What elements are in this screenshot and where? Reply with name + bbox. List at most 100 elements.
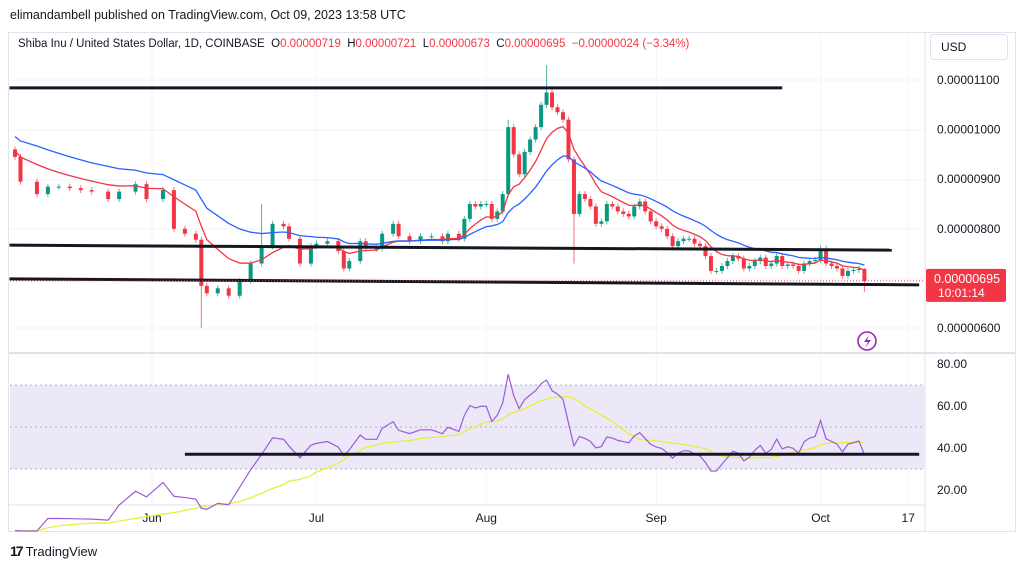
candle-body: [456, 233, 461, 239]
candle-body: [824, 248, 829, 264]
candle-body: [648, 211, 653, 222]
candle-body: [736, 256, 741, 259]
candle-body: [144, 184, 149, 200]
candle-body: [270, 223, 275, 247]
candle-body: [856, 268, 861, 270]
candle-body: [248, 263, 253, 281]
candle-body: [654, 221, 659, 227]
horizontal-trendline: [9, 243, 892, 252]
rsi-ma-line: [14, 395, 865, 532]
candle-body: [18, 156, 23, 182]
candle-body: [325, 241, 330, 244]
candles: [13, 65, 867, 328]
currency-button[interactable]: USD: [930, 34, 1008, 60]
candle-body: [637, 201, 642, 207]
candle-body: [698, 243, 702, 247]
candle-body: [467, 204, 472, 219]
time-tick-label: Jun: [142, 511, 161, 525]
tv-logo-icon: 17: [10, 543, 24, 559]
candle-body: [506, 127, 511, 195]
time-tick-label: Sep: [645, 511, 667, 525]
candle-body: [391, 223, 396, 234]
candle-body: [199, 239, 204, 286]
rsi-tick-label: 60.00: [937, 399, 967, 413]
close-label: C: [496, 38, 505, 50]
candle-body: [495, 211, 500, 219]
price-tick-label: 0.00000600: [937, 321, 1001, 335]
candle-body: [813, 260, 818, 262]
price-badge-countdown: 10:01:14: [938, 286, 985, 300]
published-caption: elimandambell published on TradingView.c…: [10, 8, 406, 22]
time-tick-label: 17: [902, 511, 916, 525]
candle-body: [539, 104, 544, 128]
logo-text: TradingView: [25, 543, 98, 559]
time-tick-label: Oct: [811, 511, 830, 525]
candle-body: [489, 204, 494, 219]
horizontal-trendline: [9, 277, 920, 287]
candle-body: [500, 194, 505, 212]
ma-fast-line: [14, 125, 865, 271]
open-value: 0.00000719: [280, 38, 341, 50]
candle-body: [374, 248, 379, 250]
candle-body: [473, 204, 478, 207]
candle-body: [396, 223, 401, 237]
candle-body: [621, 211, 626, 214]
candle-body: [182, 228, 187, 234]
close-value: 0.00000695: [504, 38, 566, 50]
candle-body: [462, 218, 467, 239]
candle-body: [741, 258, 746, 269]
candle-body: [517, 154, 522, 175]
candle-body: [687, 238, 692, 240]
candle-body: [67, 186, 72, 189]
candle-body: [791, 264, 796, 266]
tradingview-logo: 17 TradingView: [10, 543, 97, 559]
candle-body: [752, 261, 757, 266]
candle-body: [763, 257, 768, 266]
candle-body: [314, 243, 319, 247]
rsi-tick-label: 20.00: [937, 483, 967, 497]
candle-body: [34, 181, 39, 195]
candle-body: [259, 246, 264, 264]
candle-body: [829, 263, 834, 266]
candle-body: [626, 213, 631, 217]
candle-body: [171, 190, 176, 229]
candle-body: [719, 266, 724, 271]
candle-body: [45, 186, 50, 195]
candle-body: [533, 127, 538, 140]
candle-body: [785, 264, 790, 266]
candle-body: [818, 248, 823, 261]
candle-body: [769, 263, 774, 266]
lightning-icon-bolt: [864, 335, 871, 348]
candle-body: [615, 206, 620, 212]
candle-body: [676, 241, 681, 247]
candle-body: [528, 139, 533, 152]
candle-body: [133, 184, 138, 192]
candle-body: [835, 266, 839, 269]
candle-body: [522, 151, 527, 175]
time-tick-label: Aug: [476, 511, 497, 525]
symbol-name: Shiba Inu / United States Dollar, 1D, CO…: [18, 38, 265, 50]
price-badge: [926, 268, 1006, 302]
candle-body: [845, 270, 850, 276]
candle-body: [347, 261, 352, 269]
candle-body: [588, 199, 593, 207]
candle-body: [593, 206, 598, 224]
price-tick-label: 0.00000800: [937, 222, 1001, 236]
candle-body: [670, 236, 675, 247]
candle-body: [440, 236, 445, 242]
candle-body: [237, 280, 242, 296]
candle-body: [341, 251, 346, 269]
candle-body: [599, 221, 604, 224]
candle-body: [106, 191, 111, 200]
rsi-band: [10, 385, 925, 469]
candle-body: [308, 246, 313, 264]
candle-body: [802, 263, 807, 271]
candle-body: [511, 127, 516, 155]
candle-body: [796, 266, 801, 271]
candle-body: [571, 159, 576, 214]
candle-body: [160, 190, 165, 200]
candle-body: [445, 233, 450, 242]
rsi-line: [14, 374, 865, 532]
